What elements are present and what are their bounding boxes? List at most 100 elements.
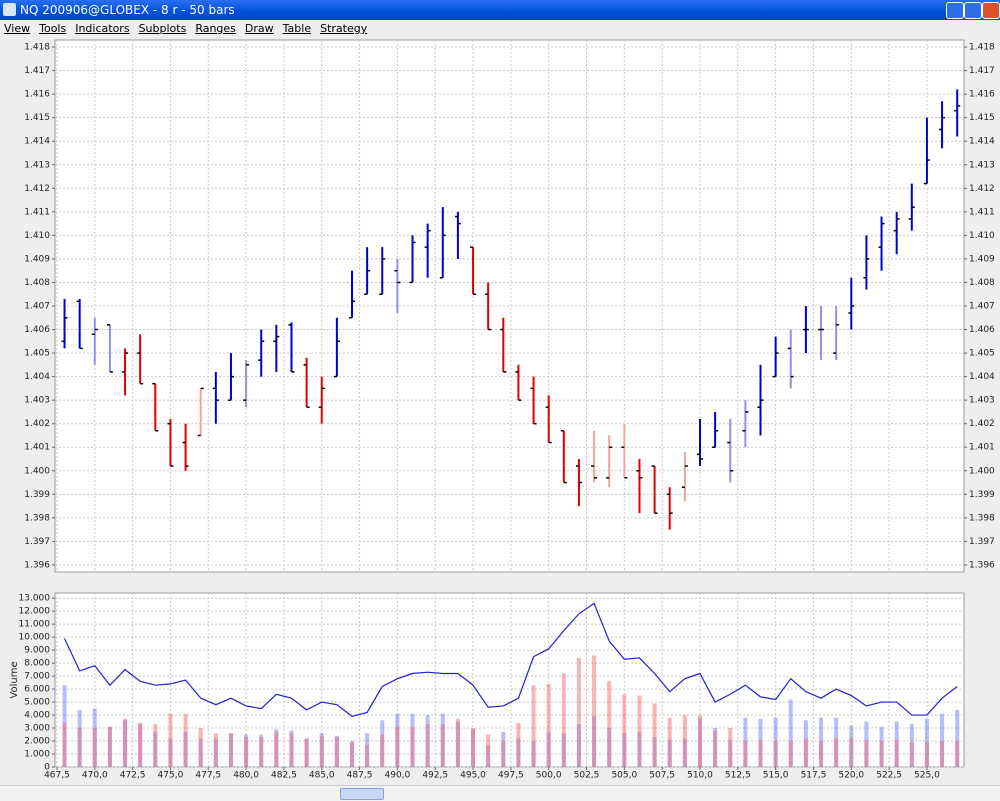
volume-bar	[153, 724, 158, 767]
scroll-thumb[interactable]	[340, 788, 384, 800]
ohlc-bar	[364, 247, 371, 295]
volume-bar	[425, 724, 430, 767]
ohlc-bar	[560, 430, 567, 484]
ohlc-bar	[485, 282, 492, 331]
ohlc-bar	[454, 211, 461, 259]
ohlc-bar	[152, 382, 159, 432]
y-tick-label: 13.000	[19, 594, 51, 604]
volume-bar	[244, 737, 249, 767]
volume-bar	[758, 739, 763, 767]
ohlc-bar	[802, 306, 809, 354]
x-tick-label: 487,5	[347, 771, 373, 781]
y-tick-label-right: 1.401	[969, 443, 995, 453]
y-tick-label-right: 1.414	[969, 137, 995, 147]
x-tick-label: 495,0	[460, 771, 486, 781]
menu-item[interactable]: Ranges	[195, 22, 236, 35]
y-tick-label: 1.413	[24, 160, 50, 170]
volume-bar	[561, 673, 566, 767]
ohlc-bar	[106, 324, 113, 373]
volume-bar	[637, 695, 642, 767]
x-tick-label: 490,0	[385, 771, 411, 781]
volume-bar	[592, 655, 597, 767]
volume-bar	[319, 735, 324, 767]
ohlc-bar	[439, 207, 446, 279]
menu-bar: View Tools Indicators Subplots Ranges Draw Tab…	[0, 20, 1000, 38]
volume-bar	[607, 681, 612, 767]
volume-bar	[788, 699, 793, 767]
ohlc-bar	[303, 357, 310, 408]
minimize-button[interactable]	[946, 2, 964, 19]
window-title: NQ 200906@GLOBEX - 8 r - 50 bars	[20, 3, 235, 17]
y-tick-label-right: 1.408	[969, 278, 995, 288]
volume-bar	[501, 741, 506, 767]
ohlc-bar	[712, 411, 719, 448]
ohlc-bar	[137, 334, 144, 385]
y-tick-label-right: 1.399	[969, 490, 995, 500]
volume-bar	[289, 733, 294, 767]
ohlc-bar	[470, 246, 477, 295]
y-tick-label: 1.409	[24, 254, 50, 264]
volume-bar	[410, 726, 415, 767]
ohlc-bar	[681, 451, 688, 502]
ohlc-bar	[167, 418, 174, 467]
volume-bar	[788, 741, 793, 767]
ohlc-bar	[606, 435, 613, 488]
y-tick-label: 4.000	[24, 711, 50, 721]
ohlc-bar	[318, 376, 325, 424]
volume-bar	[667, 717, 672, 767]
x-tick-label: 500,0	[536, 771, 562, 781]
menu-item[interactable]: Tools	[39, 22, 67, 35]
plot-area	[54, 592, 965, 768]
y-tick-label-right: 1.396	[969, 560, 995, 570]
y-tick-label-right: 1.402	[969, 419, 995, 429]
ohlc-bar	[591, 430, 598, 483]
maximize-button[interactable]	[964, 2, 982, 19]
volume-bar	[576, 657, 581, 767]
ohlc-bar	[545, 395, 552, 444]
volume-bar	[107, 726, 112, 767]
y-tick-label: 1.405	[24, 349, 50, 359]
x-tick-label: 517,5	[801, 771, 827, 781]
volume-bar	[228, 733, 233, 767]
y-tick-label: 6.000	[24, 685, 50, 695]
y-tick-label: 1.411	[24, 207, 50, 217]
y-tick-label: 1.403	[24, 396, 50, 406]
menu-item[interactable]: Strategy	[320, 22, 368, 35]
x-tick-label: 497,5	[498, 771, 524, 781]
volume-bar	[803, 738, 808, 767]
menu-item[interactable]: Indicators	[75, 22, 130, 35]
y-tick-label: 1.407	[24, 302, 50, 312]
ohlc-bar	[666, 487, 673, 530]
y-tick-label-right: 1.413	[969, 160, 995, 170]
menu-item[interactable]: Subplots	[138, 22, 187, 35]
ohlc-bar	[908, 183, 915, 231]
ohlc-bar	[333, 317, 340, 378]
menu-item[interactable]: Table	[282, 22, 312, 35]
x-tick-label: 515,0	[763, 771, 789, 781]
ohlc-bar	[621, 423, 628, 479]
volume-bar	[168, 713, 173, 767]
x-tick-label: 520,0	[838, 771, 864, 781]
volume-bar	[138, 722, 143, 767]
menu-item[interactable]: View	[4, 22, 31, 35]
y-tick-label: 1.401	[24, 443, 50, 453]
volume-bar	[924, 742, 929, 767]
volume-bar	[652, 703, 657, 767]
ohlc-bar	[212, 371, 219, 424]
scrollbar[interactable]	[0, 785, 1000, 801]
y-tick-label: 1.402	[24, 419, 50, 429]
ohlc-bar	[91, 317, 98, 365]
menu-item[interactable]: Draw	[244, 22, 274, 35]
ohlc-bar	[575, 459, 582, 507]
y-tick-label: 7.000	[24, 672, 50, 682]
volume-bar	[123, 718, 128, 767]
ohlc-bar	[893, 211, 900, 255]
y-tick-label-right: 1.416	[969, 90, 995, 100]
ohlc-bar	[409, 235, 416, 284]
volume-bar	[304, 738, 309, 767]
y-axis-label: Volume	[9, 661, 20, 698]
ohlc-bar	[348, 270, 355, 319]
ohlc-bar	[923, 117, 930, 185]
y-tick-label-right: 1.415	[969, 113, 995, 123]
